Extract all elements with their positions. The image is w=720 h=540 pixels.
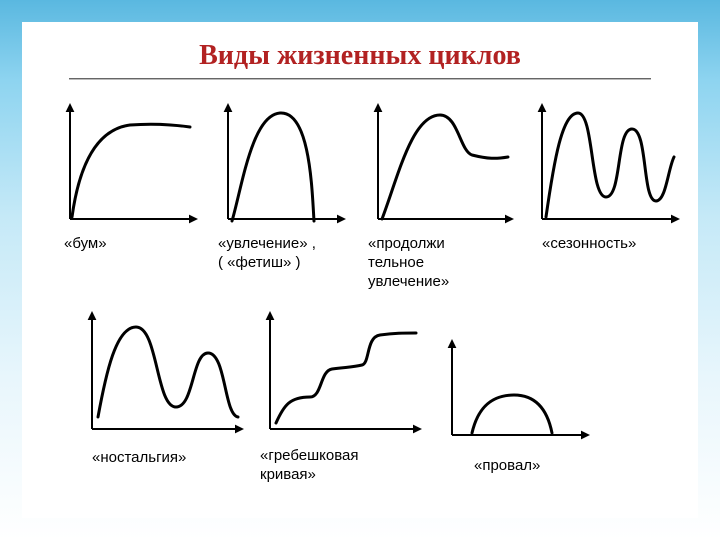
label-flop: «провал» (474, 457, 540, 476)
label-seasonal: «сезонность» (542, 235, 636, 254)
chart-seasonal (532, 101, 682, 229)
chart-scalloped (260, 309, 424, 439)
label-scalloped: «гребешковая кривая» (260, 447, 358, 485)
page-title: Виды жизненных циклов (22, 22, 698, 72)
label-nostalgia: «ностальгия» (92, 449, 186, 468)
label-boom: «бум» (64, 235, 107, 254)
content-panel: Виды жизненных циклов (22, 22, 698, 518)
chart-nostalgia (82, 309, 246, 439)
chart-fad (218, 101, 348, 229)
chart-flop (442, 337, 592, 445)
charts-grid: «бум» «увлечение» , ( «фетиш» ) «продолж… (22, 79, 698, 515)
chart-extended-fad (368, 101, 516, 229)
label-extended-fad: «продолжи тельное увлечение» (368, 235, 449, 291)
chart-boom (60, 101, 200, 229)
label-fad: «увлечение» , ( «фетиш» ) (218, 235, 316, 273)
